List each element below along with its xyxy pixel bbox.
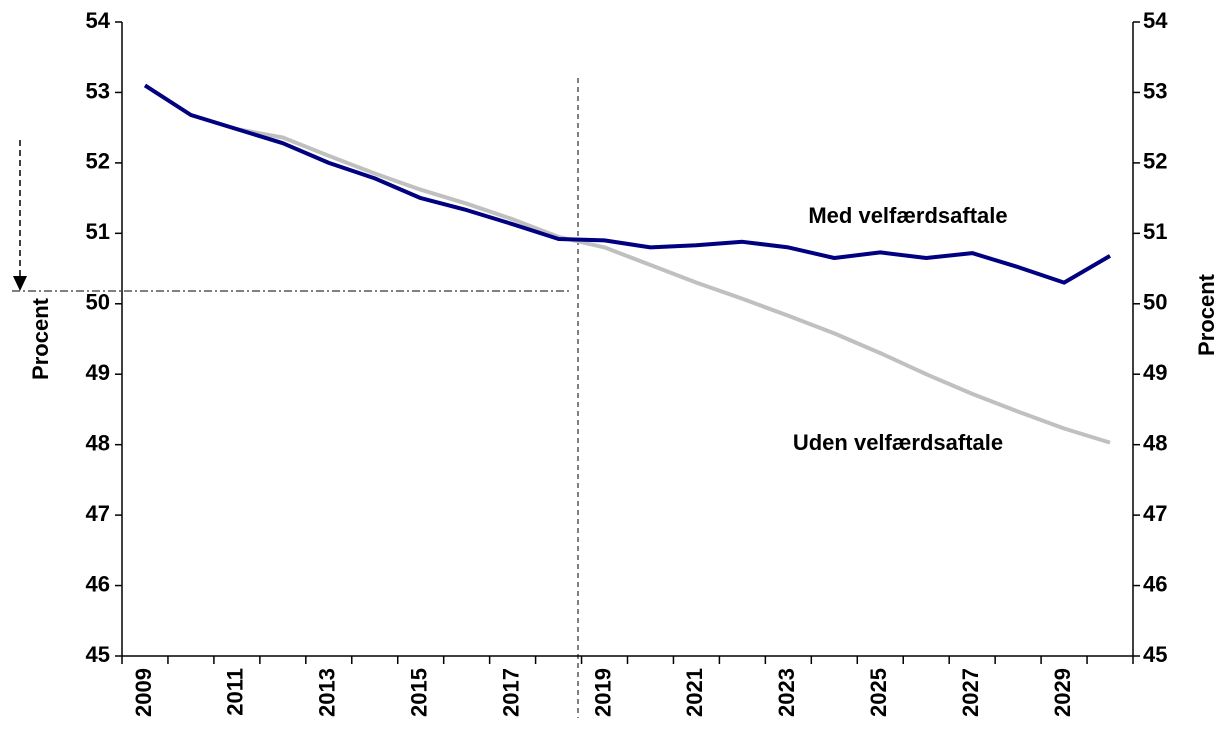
x-tick-label: 2011 (223, 668, 248, 716)
series-label: Uden velfærdsaftale (793, 430, 1003, 455)
x-tick-label: 2023 (774, 668, 799, 717)
x-tick-label: 2009 (131, 668, 156, 717)
y-tick-label: 47 (86, 501, 110, 526)
y2-tick-label: 50 (1143, 290, 1167, 315)
x-tick-label: 2027 (958, 668, 983, 717)
y2-tick-label: 54 (1143, 8, 1168, 33)
y-tick-label: 49 (86, 360, 110, 385)
y2-tick-label: 47 (1143, 501, 1167, 526)
x-tick-label: 2017 (498, 668, 523, 717)
x-tick-label: 2025 (866, 668, 891, 717)
x-tick-label: 2019 (590, 668, 615, 717)
y-tick-label: 50 (86, 290, 110, 315)
y2-axis-label: Procent (1194, 273, 1217, 356)
line-series (143, 83, 1111, 445)
x-tick-label: 2021 (682, 668, 707, 717)
y2-tick-label: 49 (1143, 360, 1167, 385)
x-tick-label: 2015 (407, 668, 432, 717)
y2-tick-label: 53 (1143, 78, 1167, 103)
y-tick-label: 52 (86, 149, 110, 174)
y-tick-label: 45 (86, 642, 110, 667)
arrow-head (13, 276, 27, 291)
y2-tick-label: 51 (1143, 219, 1167, 244)
x-tick-label: 2029 (1050, 668, 1075, 717)
y-tick-label: 48 (86, 430, 110, 455)
y2-tick-label: 46 (1143, 571, 1167, 596)
y-axis-label: Procent (28, 297, 53, 380)
series-label: Med velfærdsaftale (808, 203, 1007, 228)
y2-tick-label: 48 (1143, 430, 1167, 455)
x-tick-label: 2013 (315, 668, 340, 717)
y-tick-label: 46 (86, 571, 110, 596)
y2-tick-label: 45 (1143, 642, 1167, 667)
y2-tick-label: 52 (1143, 149, 1167, 174)
y-tick-label: 51 (86, 219, 110, 244)
line-series (143, 83, 1112, 285)
y-tick-label: 53 (86, 78, 110, 103)
y-tick-label: 54 (86, 8, 111, 33)
